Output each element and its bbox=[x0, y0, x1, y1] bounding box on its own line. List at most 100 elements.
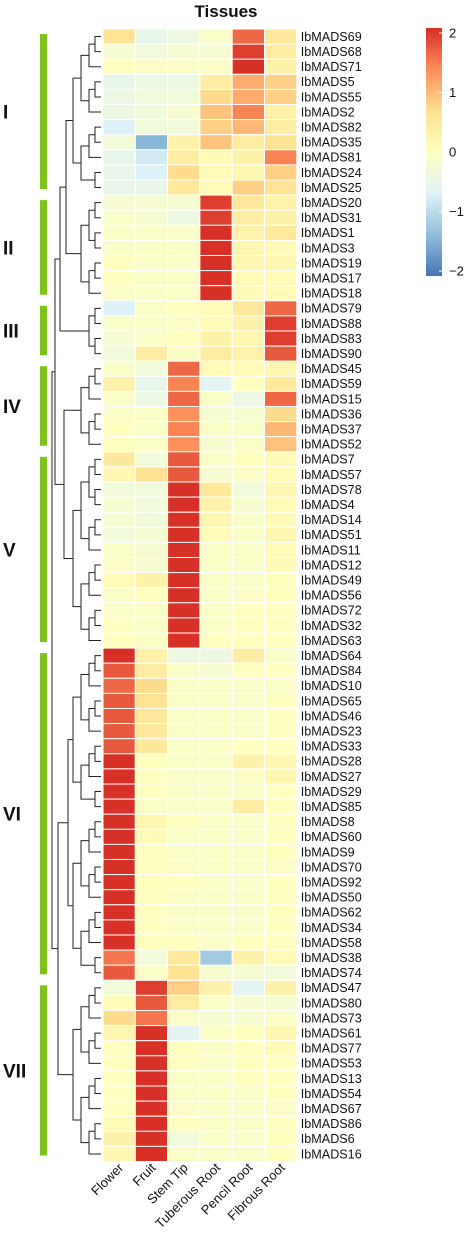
heatmap-cell bbox=[134, 330, 169, 347]
heatmap-cell bbox=[264, 406, 298, 423]
heatmap-cell bbox=[264, 617, 298, 634]
heatmap-cell bbox=[264, 889, 298, 906]
dendrogram-branch bbox=[94, 911, 101, 928]
heatmap-cell bbox=[264, 1100, 298, 1117]
dendrogram-branch bbox=[94, 609, 101, 626]
heatmap-cell bbox=[102, 1115, 136, 1132]
heatmap-cell bbox=[134, 406, 169, 423]
heatmap-cell bbox=[231, 617, 265, 634]
heatmap-cell bbox=[264, 708, 298, 725]
dendrogram-branch bbox=[94, 307, 101, 324]
heatmap-cell bbox=[264, 964, 298, 981]
row-label: IbMADS35 bbox=[301, 136, 362, 150]
dendrogram-branch bbox=[72, 696, 81, 783]
heatmap-cell bbox=[199, 104, 233, 121]
row-label: IbMADS86 bbox=[301, 1117, 362, 1131]
row-label: IbMADS88 bbox=[301, 317, 362, 331]
heatmap-cell bbox=[199, 43, 233, 60]
heatmap-cell bbox=[134, 541, 169, 559]
heatmap-cell bbox=[199, 345, 233, 362]
heatmap-cell bbox=[167, 708, 201, 725]
heatmap-cell bbox=[264, 43, 298, 60]
heatmap-cell bbox=[134, 345, 169, 362]
heatmap-cell bbox=[199, 828, 233, 845]
heatmap-cell bbox=[231, 843, 265, 861]
heatmap-cell bbox=[134, 768, 169, 785]
heatmap-cell bbox=[264, 723, 298, 740]
dendrogram-branch bbox=[51, 371, 58, 950]
row-label: IbMADS63 bbox=[301, 634, 362, 648]
heatmap-cell bbox=[134, 813, 169, 830]
heatmap-cell bbox=[134, 436, 169, 453]
heatmap-cell bbox=[231, 1010, 265, 1027]
heatmap-cell bbox=[134, 677, 169, 694]
dendrogram-branch bbox=[94, 655, 101, 672]
legend-tick-label: 2 bbox=[449, 26, 456, 41]
heatmap-cell bbox=[264, 149, 298, 166]
heatmap-cell bbox=[231, 360, 265, 377]
heatmap-cell bbox=[134, 300, 169, 317]
heatmap-cell bbox=[134, 224, 169, 241]
heatmap-cell bbox=[167, 1130, 201, 1147]
dendrogram-branch bbox=[80, 54, 89, 102]
heatmap-cell bbox=[134, 360, 169, 377]
group-bar bbox=[40, 34, 47, 190]
heatmap-cell bbox=[264, 28, 298, 45]
heatmap-cell bbox=[102, 209, 136, 226]
heatmap-cell bbox=[167, 964, 201, 981]
row-label: IbMADS80 bbox=[301, 996, 362, 1010]
dendrogram-branch bbox=[94, 338, 101, 355]
heatmap-cell bbox=[199, 843, 233, 861]
heatmap-cell bbox=[167, 677, 201, 694]
row-label: IbMADS60 bbox=[301, 830, 362, 844]
heatmap-cell bbox=[264, 632, 298, 649]
heatmap-cell bbox=[102, 149, 136, 166]
heatmap-cell bbox=[102, 375, 136, 392]
heatmap-cell bbox=[134, 647, 169, 664]
group-label: II bbox=[3, 238, 14, 259]
group-label: VI bbox=[3, 805, 21, 826]
heatmap-cell bbox=[134, 934, 169, 951]
heatmap-cell bbox=[167, 1055, 201, 1072]
heatmap-cell bbox=[167, 647, 201, 664]
heatmap-cell bbox=[231, 1145, 265, 1163]
heatmap-cell bbox=[199, 934, 233, 951]
heatmap-cell bbox=[102, 466, 136, 483]
heatmap-cell bbox=[167, 1115, 201, 1132]
heatmap-cell bbox=[167, 828, 201, 845]
heatmap-cell bbox=[231, 375, 265, 392]
heatmap-cell bbox=[199, 406, 233, 423]
row-label: IbMADS24 bbox=[301, 166, 362, 180]
heatmap-cell bbox=[264, 783, 298, 800]
row-label: IbMADS23 bbox=[301, 724, 362, 738]
heatmap-cell bbox=[231, 1115, 265, 1132]
heatmap-cell bbox=[231, 949, 265, 966]
row-label: IbMADS17 bbox=[301, 271, 362, 285]
heatmap-cell bbox=[102, 390, 136, 407]
row-label: IbMADS46 bbox=[301, 709, 362, 723]
heatmap-cell bbox=[231, 1085, 265, 1102]
heatmap-cell bbox=[102, 859, 136, 876]
heatmap-cell bbox=[167, 375, 201, 392]
heatmap-cell bbox=[199, 270, 233, 287]
heatmap-cell bbox=[199, 874, 233, 891]
heatmap-cell bbox=[102, 934, 136, 951]
heatmap-cell bbox=[102, 632, 136, 649]
heatmap-cell bbox=[167, 692, 201, 710]
group-bar bbox=[40, 456, 47, 643]
heatmap-cell bbox=[102, 1145, 136, 1163]
heatmap-cell bbox=[264, 587, 298, 604]
heatmap-cell bbox=[134, 1145, 169, 1163]
heatmap-cell bbox=[231, 270, 265, 287]
row-label: IbMADS18 bbox=[301, 287, 362, 301]
heatmap-cell bbox=[199, 738, 233, 755]
heatmap-cell bbox=[231, 1055, 265, 1072]
heatmap-cell bbox=[134, 1130, 169, 1147]
row-label: IbMADS78 bbox=[301, 483, 362, 497]
group-bar bbox=[40, 985, 47, 1156]
dendrogram-branch bbox=[94, 519, 101, 536]
heatmap-cell bbox=[264, 798, 298, 815]
row-label: IbMADS4 bbox=[301, 498, 355, 512]
heatmap-cell bbox=[199, 677, 233, 694]
dendrogram-branch bbox=[94, 791, 101, 808]
